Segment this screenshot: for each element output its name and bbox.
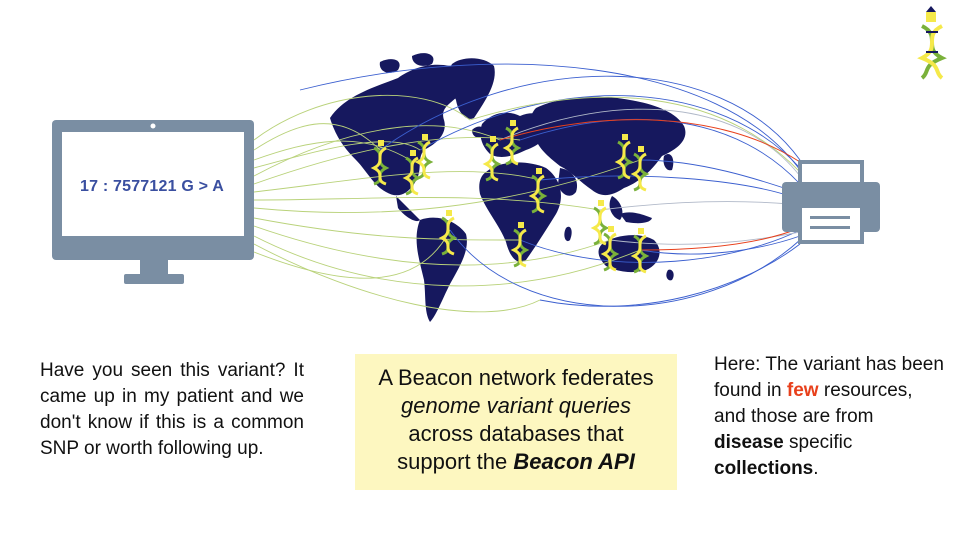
query-lines — [253, 94, 641, 313]
beacon-api-label: Beacon API — [513, 449, 635, 474]
world-map — [330, 53, 686, 322]
positive-response-lines — [499, 119, 801, 251]
callout-line-3: across databases that — [408, 421, 624, 446]
left-caption: Have you seen this variant? It came up i… — [40, 360, 304, 459]
response-lines — [299, 63, 801, 307]
right-caption-part-1: Here: The variant has been found in — [714, 354, 944, 401]
printer-icon — [782, 160, 880, 244]
logo-dna-icon — [917, 6, 947, 80]
callout-line-2: genome variant queries — [401, 393, 631, 418]
callout-line-1: A Beacon network federates — [378, 365, 654, 390]
right-caption-part-4: . — [813, 458, 819, 479]
collections-highlight: collections — [714, 458, 814, 479]
beacon-network-callout: A Beacon network federates genome varian… — [355, 354, 677, 490]
variant-query-text: 17 : 7577121 G > A — [80, 178, 224, 195]
callout-line-4-prefix: support the — [397, 449, 514, 474]
disease-highlight: disease — [714, 432, 784, 453]
right-caption-part-2: resources, and those are from — [714, 380, 913, 427]
right-caption: Here: The variant has been found in few … — [714, 352, 944, 482]
callout-line-4: support the Beacon API — [355, 448, 677, 476]
right-caption-part-3: specific — [783, 432, 853, 453]
beacon-dna-icon — [370, 120, 650, 274]
monitor-icon — [52, 120, 254, 284]
few-highlight: few — [786, 380, 819, 401]
